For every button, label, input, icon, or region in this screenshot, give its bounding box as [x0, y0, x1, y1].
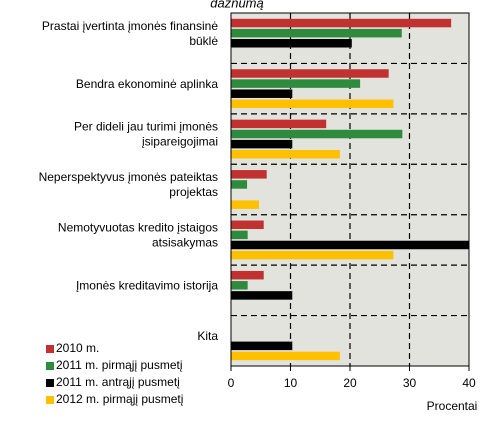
category-label: Bendra ekonominė aplinka [76, 77, 218, 91]
category-label: Įmonės kreditavimo istorija [76, 279, 218, 293]
bar [231, 18, 452, 28]
category-label: įsipareigojimai [142, 135, 218, 149]
bar [231, 240, 469, 250]
bar [231, 270, 264, 280]
bar [231, 139, 293, 149]
legend-label: 2011 m. antrąjį pusmetį [56, 375, 180, 389]
chart-title: dažnumą [210, 0, 263, 10]
bar [231, 250, 394, 260]
bar [231, 281, 248, 290]
bar [231, 119, 327, 129]
bar [231, 220, 264, 230]
legend-label: 2010 m. [56, 341, 99, 355]
bar [231, 28, 402, 38]
legend-swatch [46, 379, 54, 387]
category-label: projektas [169, 185, 218, 199]
bar [231, 99, 394, 109]
category-label: būklė [189, 34, 218, 48]
bar [231, 129, 403, 139]
legend-swatch [46, 396, 54, 404]
category-label: Per dideli jau turimi įmonės [74, 120, 218, 134]
bar [231, 170, 267, 179]
x-axis-label: Procentai [427, 399, 478, 413]
bar [231, 89, 293, 98]
x-tick-label: 0 [228, 376, 235, 390]
legend-label: 2012 m. pirmąjį pusmetį [56, 392, 184, 406]
legend-label: 2011 m. pirmąjį pusmetį [56, 358, 183, 372]
bar [231, 39, 352, 48]
category-label: Prastai įvertinta įmonės finansinė [42, 19, 218, 33]
x-tick-label: 30 [403, 376, 417, 390]
bar [231, 291, 293, 300]
bar [231, 79, 361, 88]
x-tick-label: 40 [462, 376, 476, 390]
x-tick-label: 10 [284, 376, 298, 390]
bar [231, 69, 389, 78]
bar [231, 341, 293, 351]
bar [231, 351, 340, 361]
category-label: atsisakymas [152, 236, 218, 250]
category-label: Neperspektyvus įmonės pateiktas [39, 170, 218, 184]
category-label: Kita [197, 329, 218, 343]
bar [231, 180, 248, 189]
legend-swatch [46, 362, 54, 370]
bar [231, 149, 340, 159]
bar [231, 230, 248, 240]
category-label: Nemotyvuotas kredito įstaigos [58, 221, 218, 235]
legend-swatch [46, 345, 54, 353]
x-tick-label: 20 [343, 376, 357, 390]
bar [231, 200, 259, 209]
